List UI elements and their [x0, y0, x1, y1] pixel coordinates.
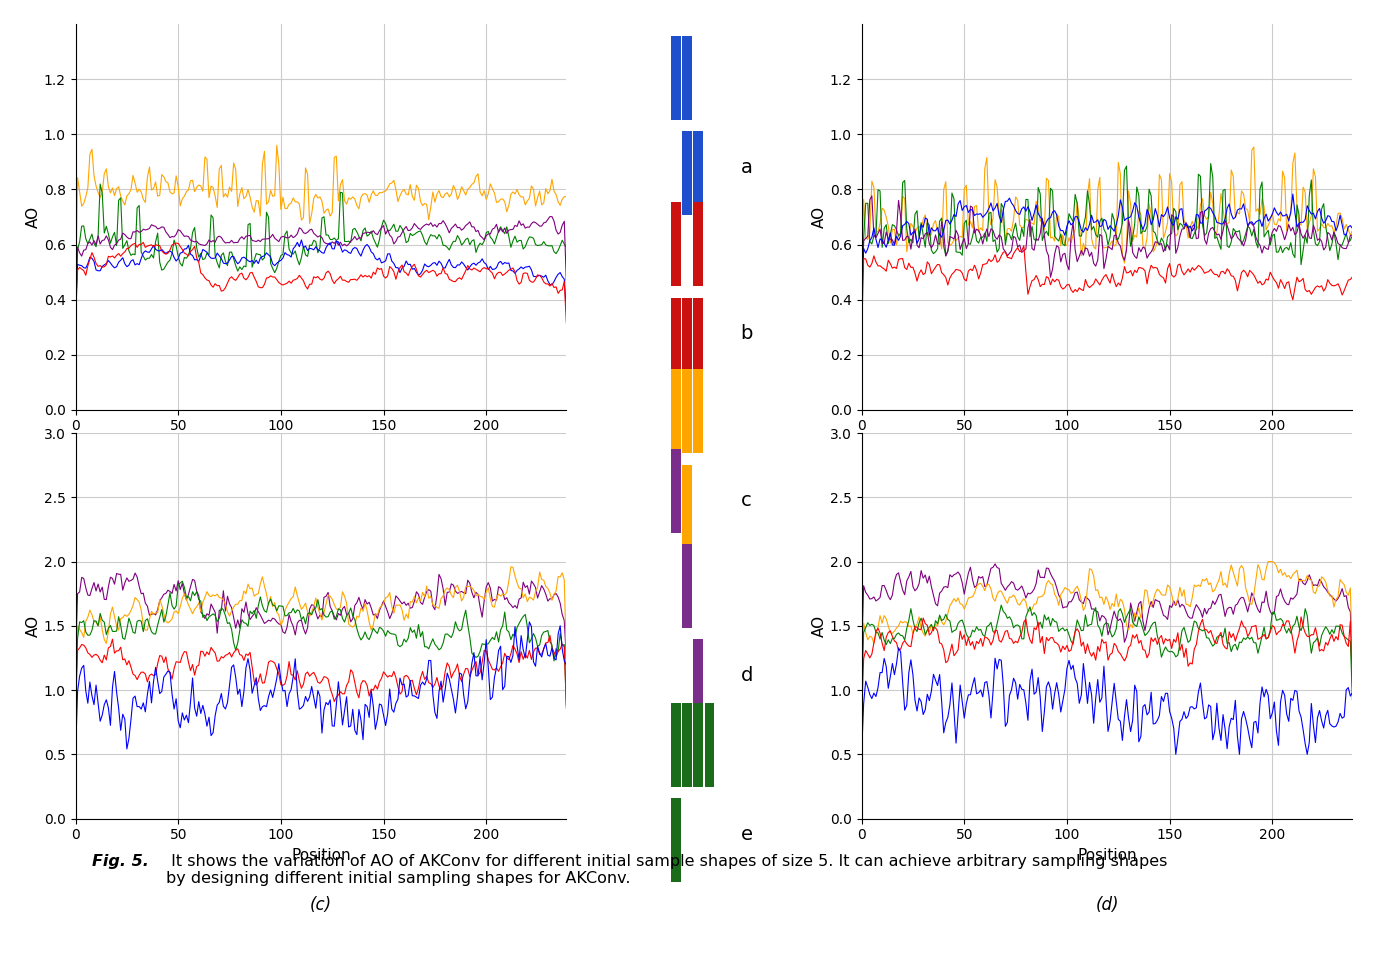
Bar [693, 131, 703, 215]
Text: (a): (a) [309, 486, 332, 505]
Bar [670, 36, 681, 120]
Bar [682, 369, 692, 454]
Bar [682, 36, 692, 120]
Bar [682, 131, 692, 215]
X-axis label: Position: Position [1078, 439, 1137, 454]
Text: e: e [740, 825, 752, 844]
Bar [693, 639, 703, 723]
Y-axis label: AO: AO [26, 615, 41, 637]
Bar [670, 202, 681, 286]
X-axis label: Position: Position [291, 848, 350, 863]
X-axis label: Position: Position [291, 439, 350, 454]
Bar [693, 703, 703, 787]
Y-axis label: AO: AO [26, 206, 41, 228]
Bar [670, 298, 681, 382]
Text: (b): (b) [1096, 486, 1119, 505]
Text: a: a [740, 158, 752, 177]
Text: It shows the variation of AO of AKConv for different initial sample shapes of si: It shows the variation of AO of AKConv f… [166, 854, 1167, 887]
Bar [670, 449, 681, 533]
Bar [693, 202, 703, 286]
Y-axis label: AO: AO [811, 615, 827, 637]
Text: (c): (c) [310, 895, 332, 914]
Bar [682, 703, 692, 787]
Bar [693, 298, 703, 382]
Bar [670, 703, 681, 787]
Text: d: d [740, 666, 752, 685]
X-axis label: Position: Position [1078, 848, 1137, 863]
Bar [670, 369, 681, 454]
Bar [704, 703, 714, 787]
Text: Fig. 5.: Fig. 5. [92, 854, 150, 869]
Bar [670, 798, 681, 882]
Text: b: b [740, 325, 752, 343]
Bar [682, 464, 692, 548]
Bar [682, 298, 692, 382]
Text: c: c [740, 491, 751, 511]
Text: (d): (d) [1096, 895, 1119, 914]
Bar [693, 369, 703, 454]
Bar [682, 544, 692, 628]
Y-axis label: AO: AO [811, 206, 827, 228]
